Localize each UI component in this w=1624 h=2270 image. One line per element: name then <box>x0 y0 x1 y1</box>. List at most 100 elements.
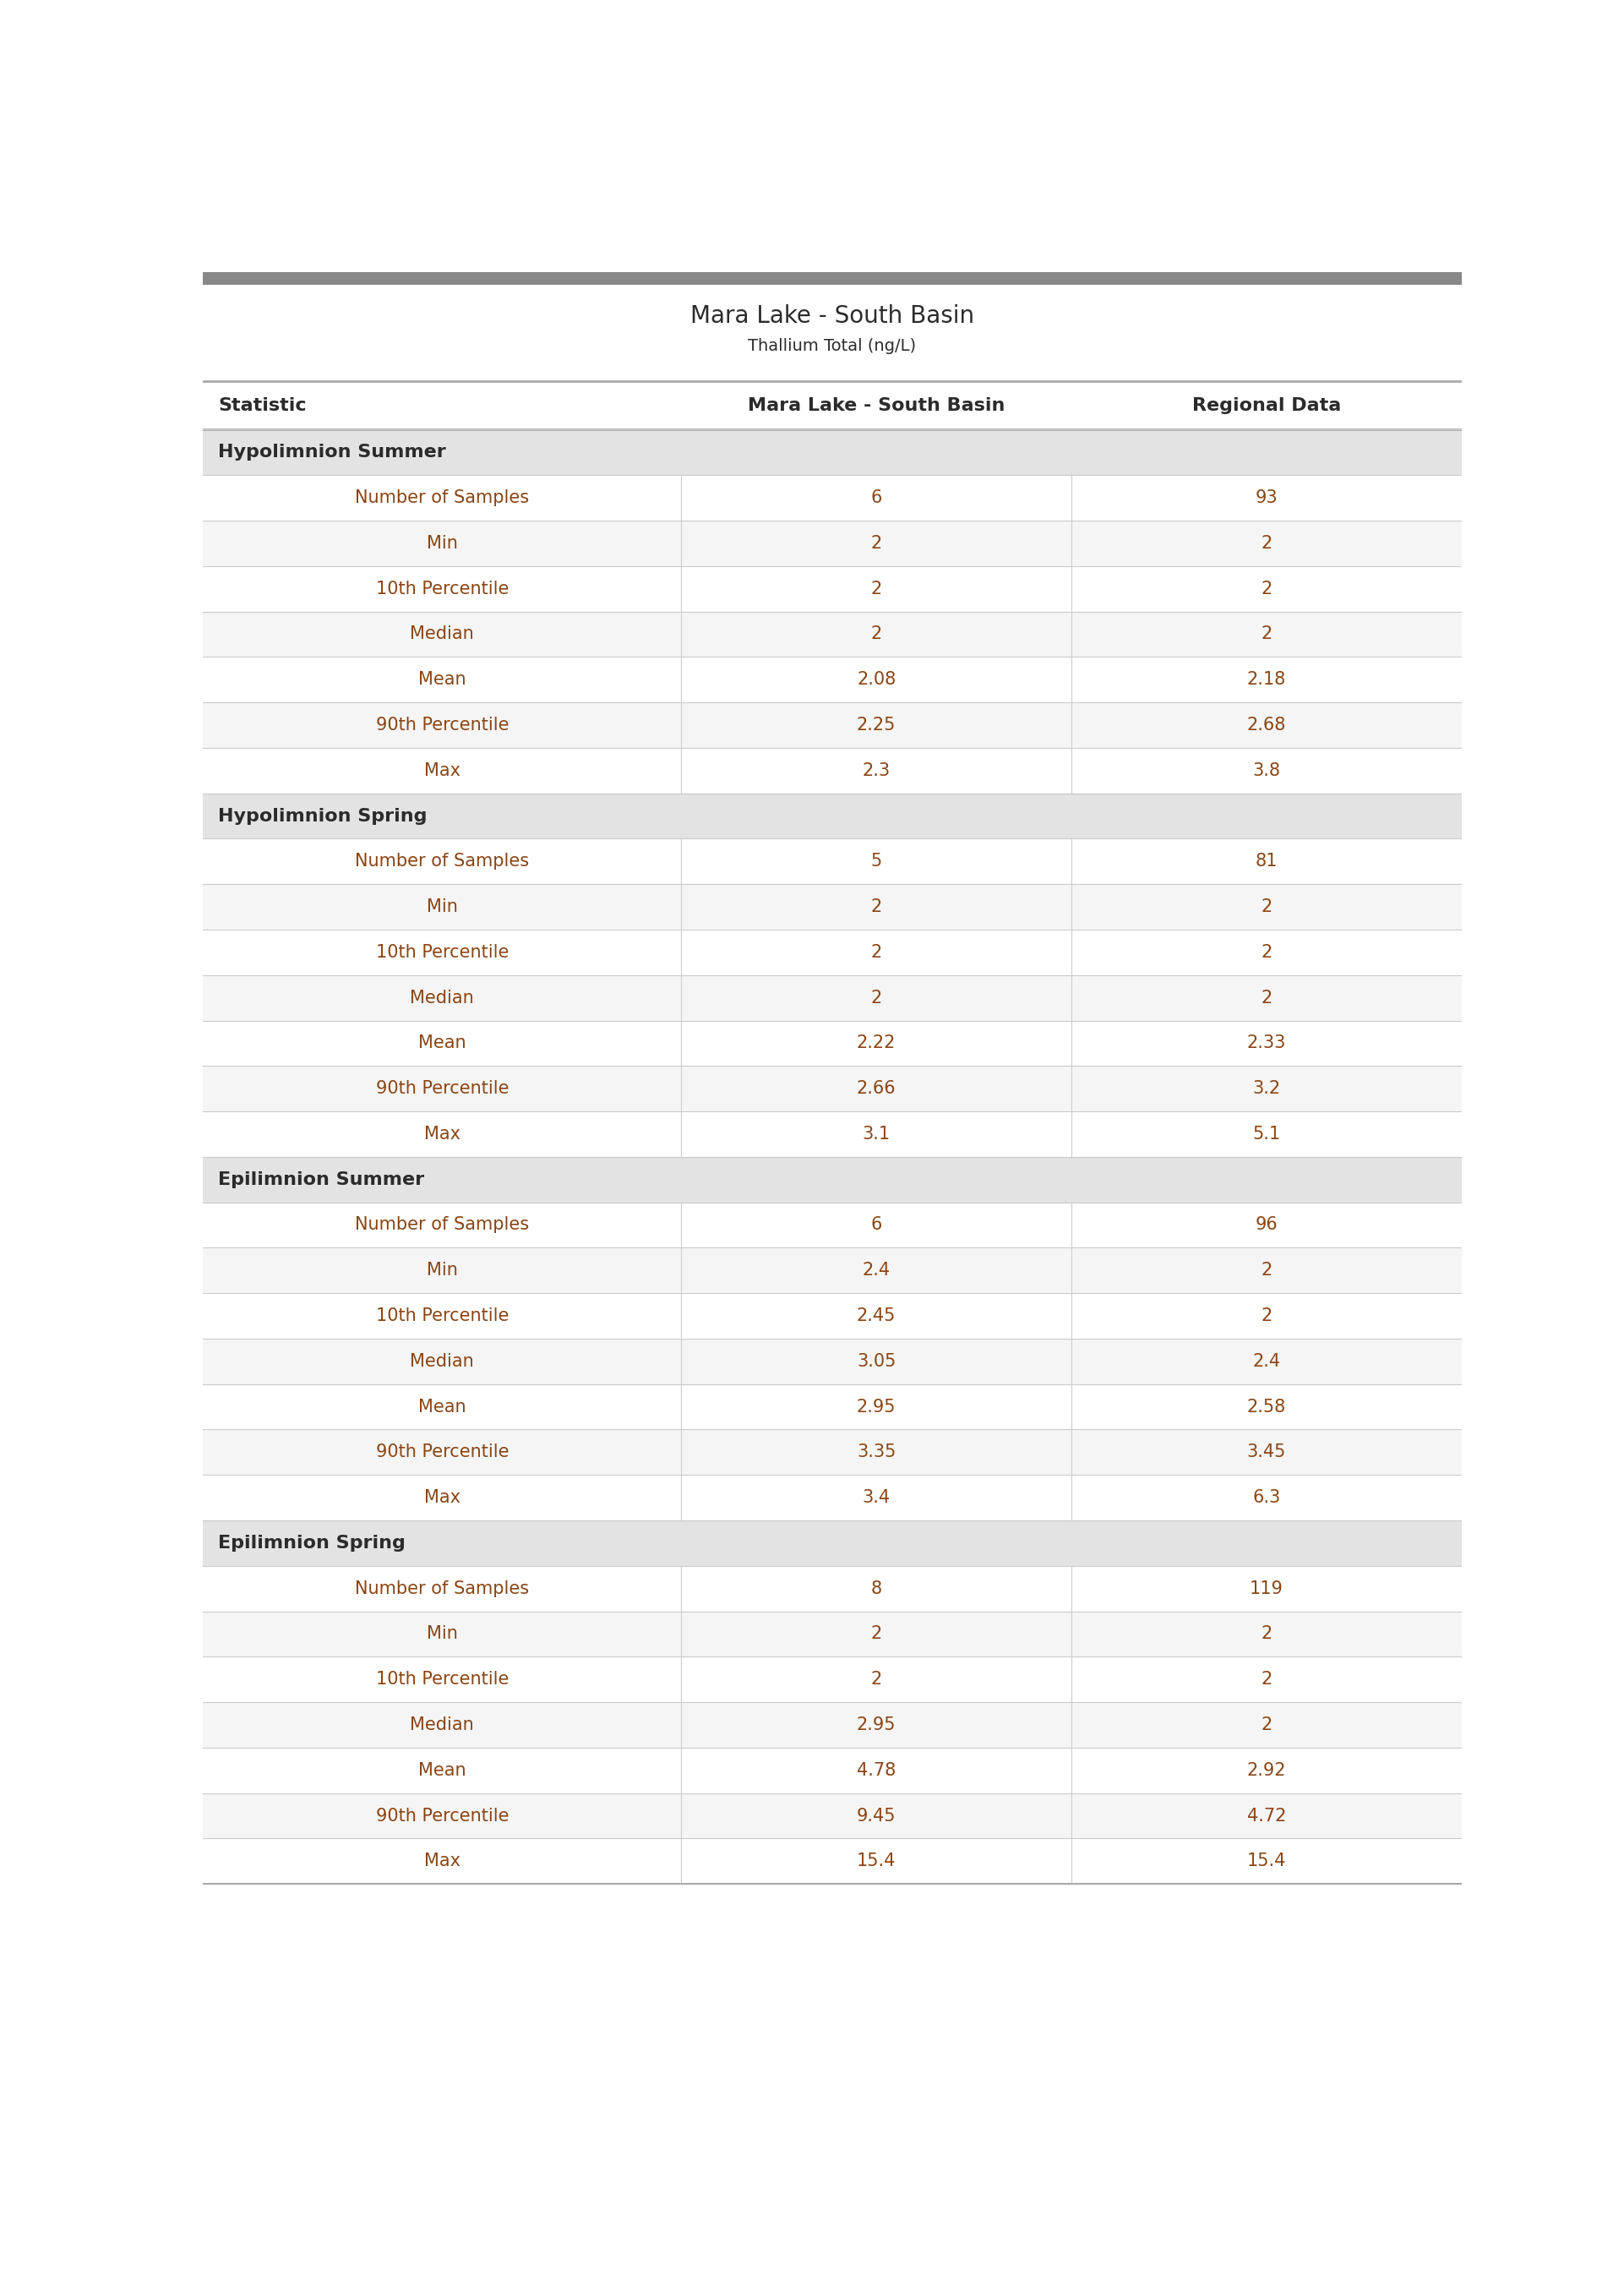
Text: 2.3: 2.3 <box>862 763 890 779</box>
Text: Max: Max <box>424 1126 460 1142</box>
Text: 3.4: 3.4 <box>862 1489 890 1505</box>
Text: Median: Median <box>411 627 474 642</box>
Text: 2: 2 <box>1260 536 1272 552</box>
Text: 2.58: 2.58 <box>1247 1398 1286 1414</box>
Text: 2.95: 2.95 <box>857 1398 896 1414</box>
Text: Mara Lake - South Basin: Mara Lake - South Basin <box>747 397 1005 413</box>
Text: 4.78: 4.78 <box>857 1762 896 1780</box>
Bar <box>203 1430 1462 1476</box>
Text: 4.72: 4.72 <box>1247 1807 1286 1825</box>
Text: 2: 2 <box>1260 1262 1272 1278</box>
Text: 90th Percentile: 90th Percentile <box>375 1807 508 1825</box>
Bar <box>203 1294 1462 1339</box>
Text: 3.2: 3.2 <box>1252 1081 1280 1096</box>
Text: Epilimnion Spring: Epilimnion Spring <box>218 1535 406 1553</box>
Bar <box>203 1385 1462 1430</box>
Text: 2: 2 <box>1260 990 1272 1006</box>
Text: 5.1: 5.1 <box>1252 1126 1280 1142</box>
Text: Hypolimnion Summer: Hypolimnion Summer <box>218 445 447 461</box>
Bar <box>203 1657 1462 1702</box>
Bar <box>203 429 1462 474</box>
Text: 2: 2 <box>1260 1716 1272 1734</box>
Text: 10th Percentile: 10th Percentile <box>375 1671 508 1689</box>
Bar <box>203 747 1462 792</box>
Text: 2: 2 <box>870 581 882 597</box>
Bar <box>203 1702 1462 1748</box>
Text: 10th Percentile: 10th Percentile <box>375 581 508 597</box>
Text: 90th Percentile: 90th Percentile <box>375 1444 508 1460</box>
Text: 119: 119 <box>1250 1580 1283 1598</box>
Text: Number of Samples: Number of Samples <box>356 1580 529 1598</box>
Text: Mara Lake - South Basin: Mara Lake - South Basin <box>690 304 974 327</box>
Bar <box>203 611 1462 656</box>
Text: 2: 2 <box>1260 944 1272 960</box>
Text: 90th Percentile: 90th Percentile <box>375 717 508 733</box>
Bar <box>203 1793 1462 1839</box>
Bar <box>203 1022 1462 1067</box>
Text: 2: 2 <box>870 944 882 960</box>
Text: 2: 2 <box>870 1625 882 1643</box>
Text: Number of Samples: Number of Samples <box>356 490 529 506</box>
Text: 2: 2 <box>1260 899 1272 915</box>
Text: 2: 2 <box>870 899 882 915</box>
Text: 2.33: 2.33 <box>1247 1035 1286 1051</box>
Text: Epilimnion Summer: Epilimnion Summer <box>218 1171 424 1187</box>
Text: Mean: Mean <box>419 1762 466 1780</box>
Text: 6: 6 <box>870 1217 882 1233</box>
Text: 2.4: 2.4 <box>862 1262 890 1278</box>
Bar <box>203 474 1462 520</box>
Text: 15.4: 15.4 <box>857 1852 896 1870</box>
Text: Number of Samples: Number of Samples <box>356 854 529 869</box>
Text: 2: 2 <box>1260 627 1272 642</box>
Text: Statistic: Statistic <box>218 397 307 413</box>
Text: 2.45: 2.45 <box>857 1308 896 1323</box>
Text: Min: Min <box>427 536 458 552</box>
Text: 8: 8 <box>870 1580 882 1598</box>
Text: 96: 96 <box>1255 1217 1278 1233</box>
Text: 10th Percentile: 10th Percentile <box>375 944 508 960</box>
Text: 2.22: 2.22 <box>857 1035 896 1051</box>
Text: 2.66: 2.66 <box>856 1081 896 1096</box>
Text: Median: Median <box>411 1353 474 1369</box>
Bar <box>203 1521 1462 1566</box>
Text: 2.95: 2.95 <box>857 1716 896 1734</box>
Text: Median: Median <box>411 990 474 1006</box>
Text: 3.05: 3.05 <box>857 1353 896 1369</box>
Text: 2: 2 <box>870 1671 882 1689</box>
Text: 2: 2 <box>1260 1308 1272 1323</box>
Bar <box>203 1203 1462 1249</box>
Text: Median: Median <box>411 1716 474 1734</box>
Bar <box>203 701 1462 747</box>
Bar <box>203 1067 1462 1112</box>
Text: 2.92: 2.92 <box>1247 1762 1286 1780</box>
Bar <box>203 885 1462 931</box>
Text: 2.68: 2.68 <box>1247 717 1286 733</box>
Text: Regional Data: Regional Data <box>1192 397 1341 413</box>
Bar <box>203 976 1462 1022</box>
Text: 2.18: 2.18 <box>1247 672 1286 688</box>
Bar <box>203 931 1462 976</box>
Text: Max: Max <box>424 1489 460 1505</box>
Text: Max: Max <box>424 763 460 779</box>
Text: 2.25: 2.25 <box>857 717 896 733</box>
Bar <box>203 1112 1462 1158</box>
Bar <box>203 838 1462 885</box>
Text: Min: Min <box>427 1625 458 1643</box>
Text: Mean: Mean <box>419 672 466 688</box>
Text: 81: 81 <box>1255 854 1278 869</box>
Text: 2.08: 2.08 <box>857 672 896 688</box>
Bar <box>203 1339 1462 1385</box>
Text: 90th Percentile: 90th Percentile <box>375 1081 508 1096</box>
Text: 5: 5 <box>870 854 882 869</box>
Text: Number of Samples: Number of Samples <box>356 1217 529 1233</box>
Bar <box>203 1158 1462 1203</box>
Text: 6.3: 6.3 <box>1252 1489 1281 1505</box>
Text: 3.35: 3.35 <box>857 1444 896 1460</box>
Text: 2: 2 <box>1260 581 1272 597</box>
Bar <box>203 656 1462 701</box>
Text: Thallium Total (ng/L): Thallium Total (ng/L) <box>749 338 916 354</box>
Bar <box>203 381 1462 429</box>
Bar <box>203 792 1462 838</box>
Text: 2: 2 <box>870 536 882 552</box>
Bar <box>203 1249 1462 1294</box>
